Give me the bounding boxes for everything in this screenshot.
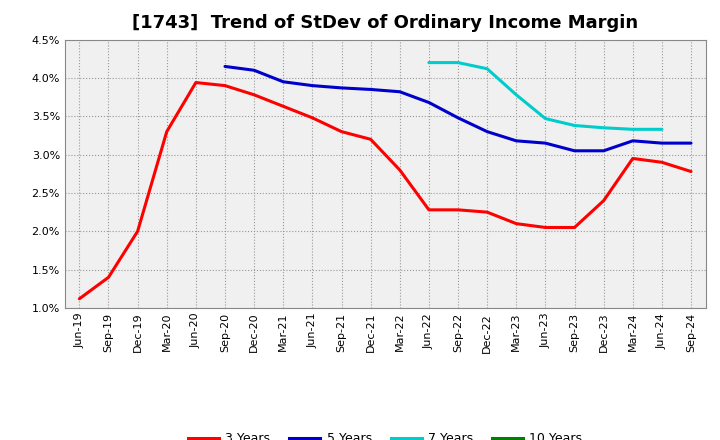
5 Years — [657, 140, 666, 146]
5 Years — [366, 87, 375, 92]
3 Years — [75, 296, 84, 301]
5 Years — [629, 138, 637, 143]
5 Years — [395, 89, 404, 95]
3 Years — [512, 221, 521, 226]
3 Years — [250, 92, 258, 97]
5 Years — [687, 140, 696, 146]
5 Years — [454, 115, 462, 121]
7 Years — [512, 92, 521, 97]
7 Years — [483, 66, 492, 71]
3 Years — [541, 225, 550, 230]
3 Years — [163, 129, 171, 134]
5 Years — [599, 148, 608, 154]
7 Years — [657, 127, 666, 132]
3 Years — [483, 209, 492, 215]
3 Years — [629, 156, 637, 161]
7 Years — [599, 125, 608, 130]
3 Years — [454, 207, 462, 213]
5 Years — [483, 129, 492, 134]
5 Years — [337, 85, 346, 91]
Line: 5 Years: 5 Years — [225, 66, 691, 151]
Line: 3 Years: 3 Years — [79, 83, 691, 299]
3 Years — [425, 207, 433, 213]
7 Years — [454, 60, 462, 65]
3 Years — [337, 129, 346, 134]
3 Years — [279, 104, 287, 109]
5 Years — [570, 148, 579, 154]
3 Years — [687, 169, 696, 174]
5 Years — [308, 83, 317, 88]
3 Years — [395, 167, 404, 172]
Legend: 3 Years, 5 Years, 7 Years, 10 Years: 3 Years, 5 Years, 7 Years, 10 Years — [183, 427, 588, 440]
3 Years — [366, 137, 375, 142]
7 Years — [629, 127, 637, 132]
3 Years — [220, 83, 229, 88]
5 Years — [512, 138, 521, 143]
3 Years — [192, 80, 200, 85]
3 Years — [570, 225, 579, 230]
7 Years — [425, 60, 433, 65]
3 Years — [599, 198, 608, 203]
3 Years — [133, 229, 142, 234]
5 Years — [541, 140, 550, 146]
5 Years — [250, 68, 258, 73]
Line: 7 Years: 7 Years — [429, 62, 662, 129]
5 Years — [220, 64, 229, 69]
7 Years — [570, 123, 579, 128]
3 Years — [657, 160, 666, 165]
3 Years — [308, 115, 317, 121]
Title: [1743]  Trend of StDev of Ordinary Income Margin: [1743] Trend of StDev of Ordinary Income… — [132, 15, 638, 33]
7 Years — [541, 116, 550, 121]
5 Years — [425, 100, 433, 105]
5 Years — [279, 79, 287, 84]
3 Years — [104, 275, 113, 280]
